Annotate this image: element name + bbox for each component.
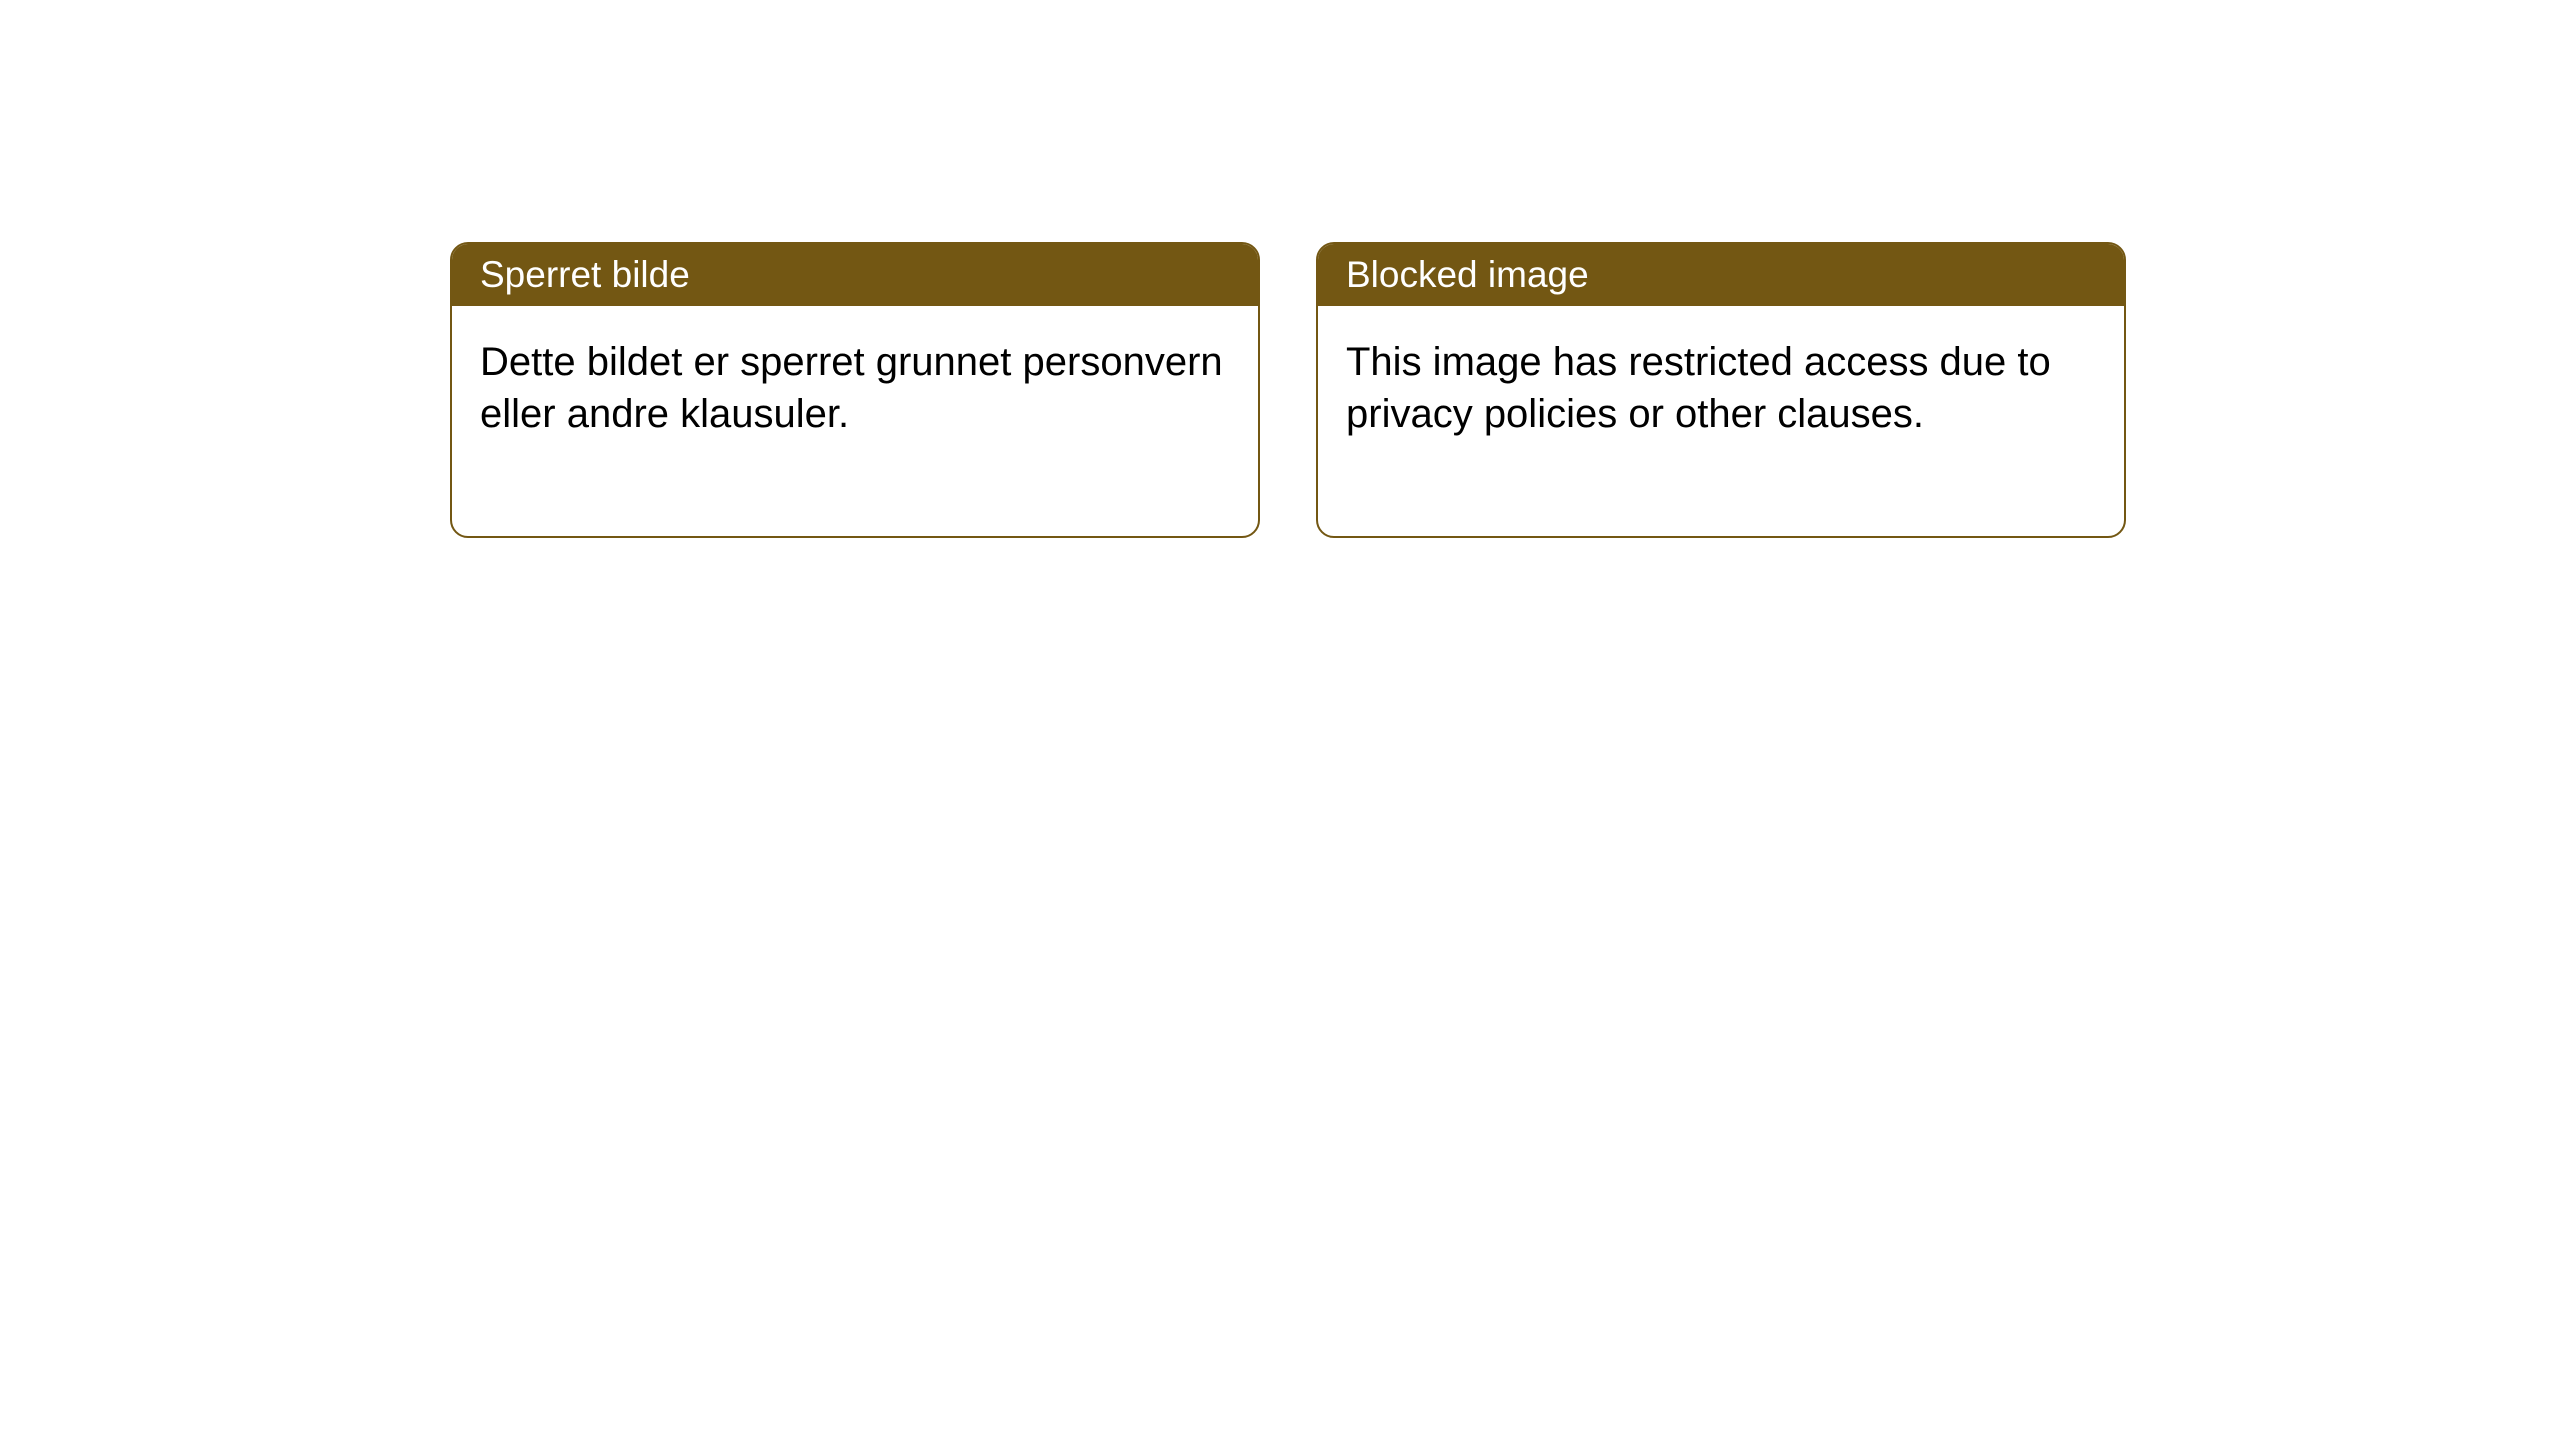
notice-card-english: Blocked image This image has restricted …	[1316, 242, 2126, 538]
notice-card-norwegian: Sperret bilde Dette bildet er sperret gr…	[450, 242, 1260, 538]
notice-header: Sperret bilde	[452, 244, 1258, 306]
notice-body: Dette bildet er sperret grunnet personve…	[452, 306, 1258, 536]
notice-container: Sperret bilde Dette bildet er sperret gr…	[0, 0, 2560, 538]
notice-body: This image has restricted access due to …	[1318, 306, 2124, 536]
notice-header: Blocked image	[1318, 244, 2124, 306]
